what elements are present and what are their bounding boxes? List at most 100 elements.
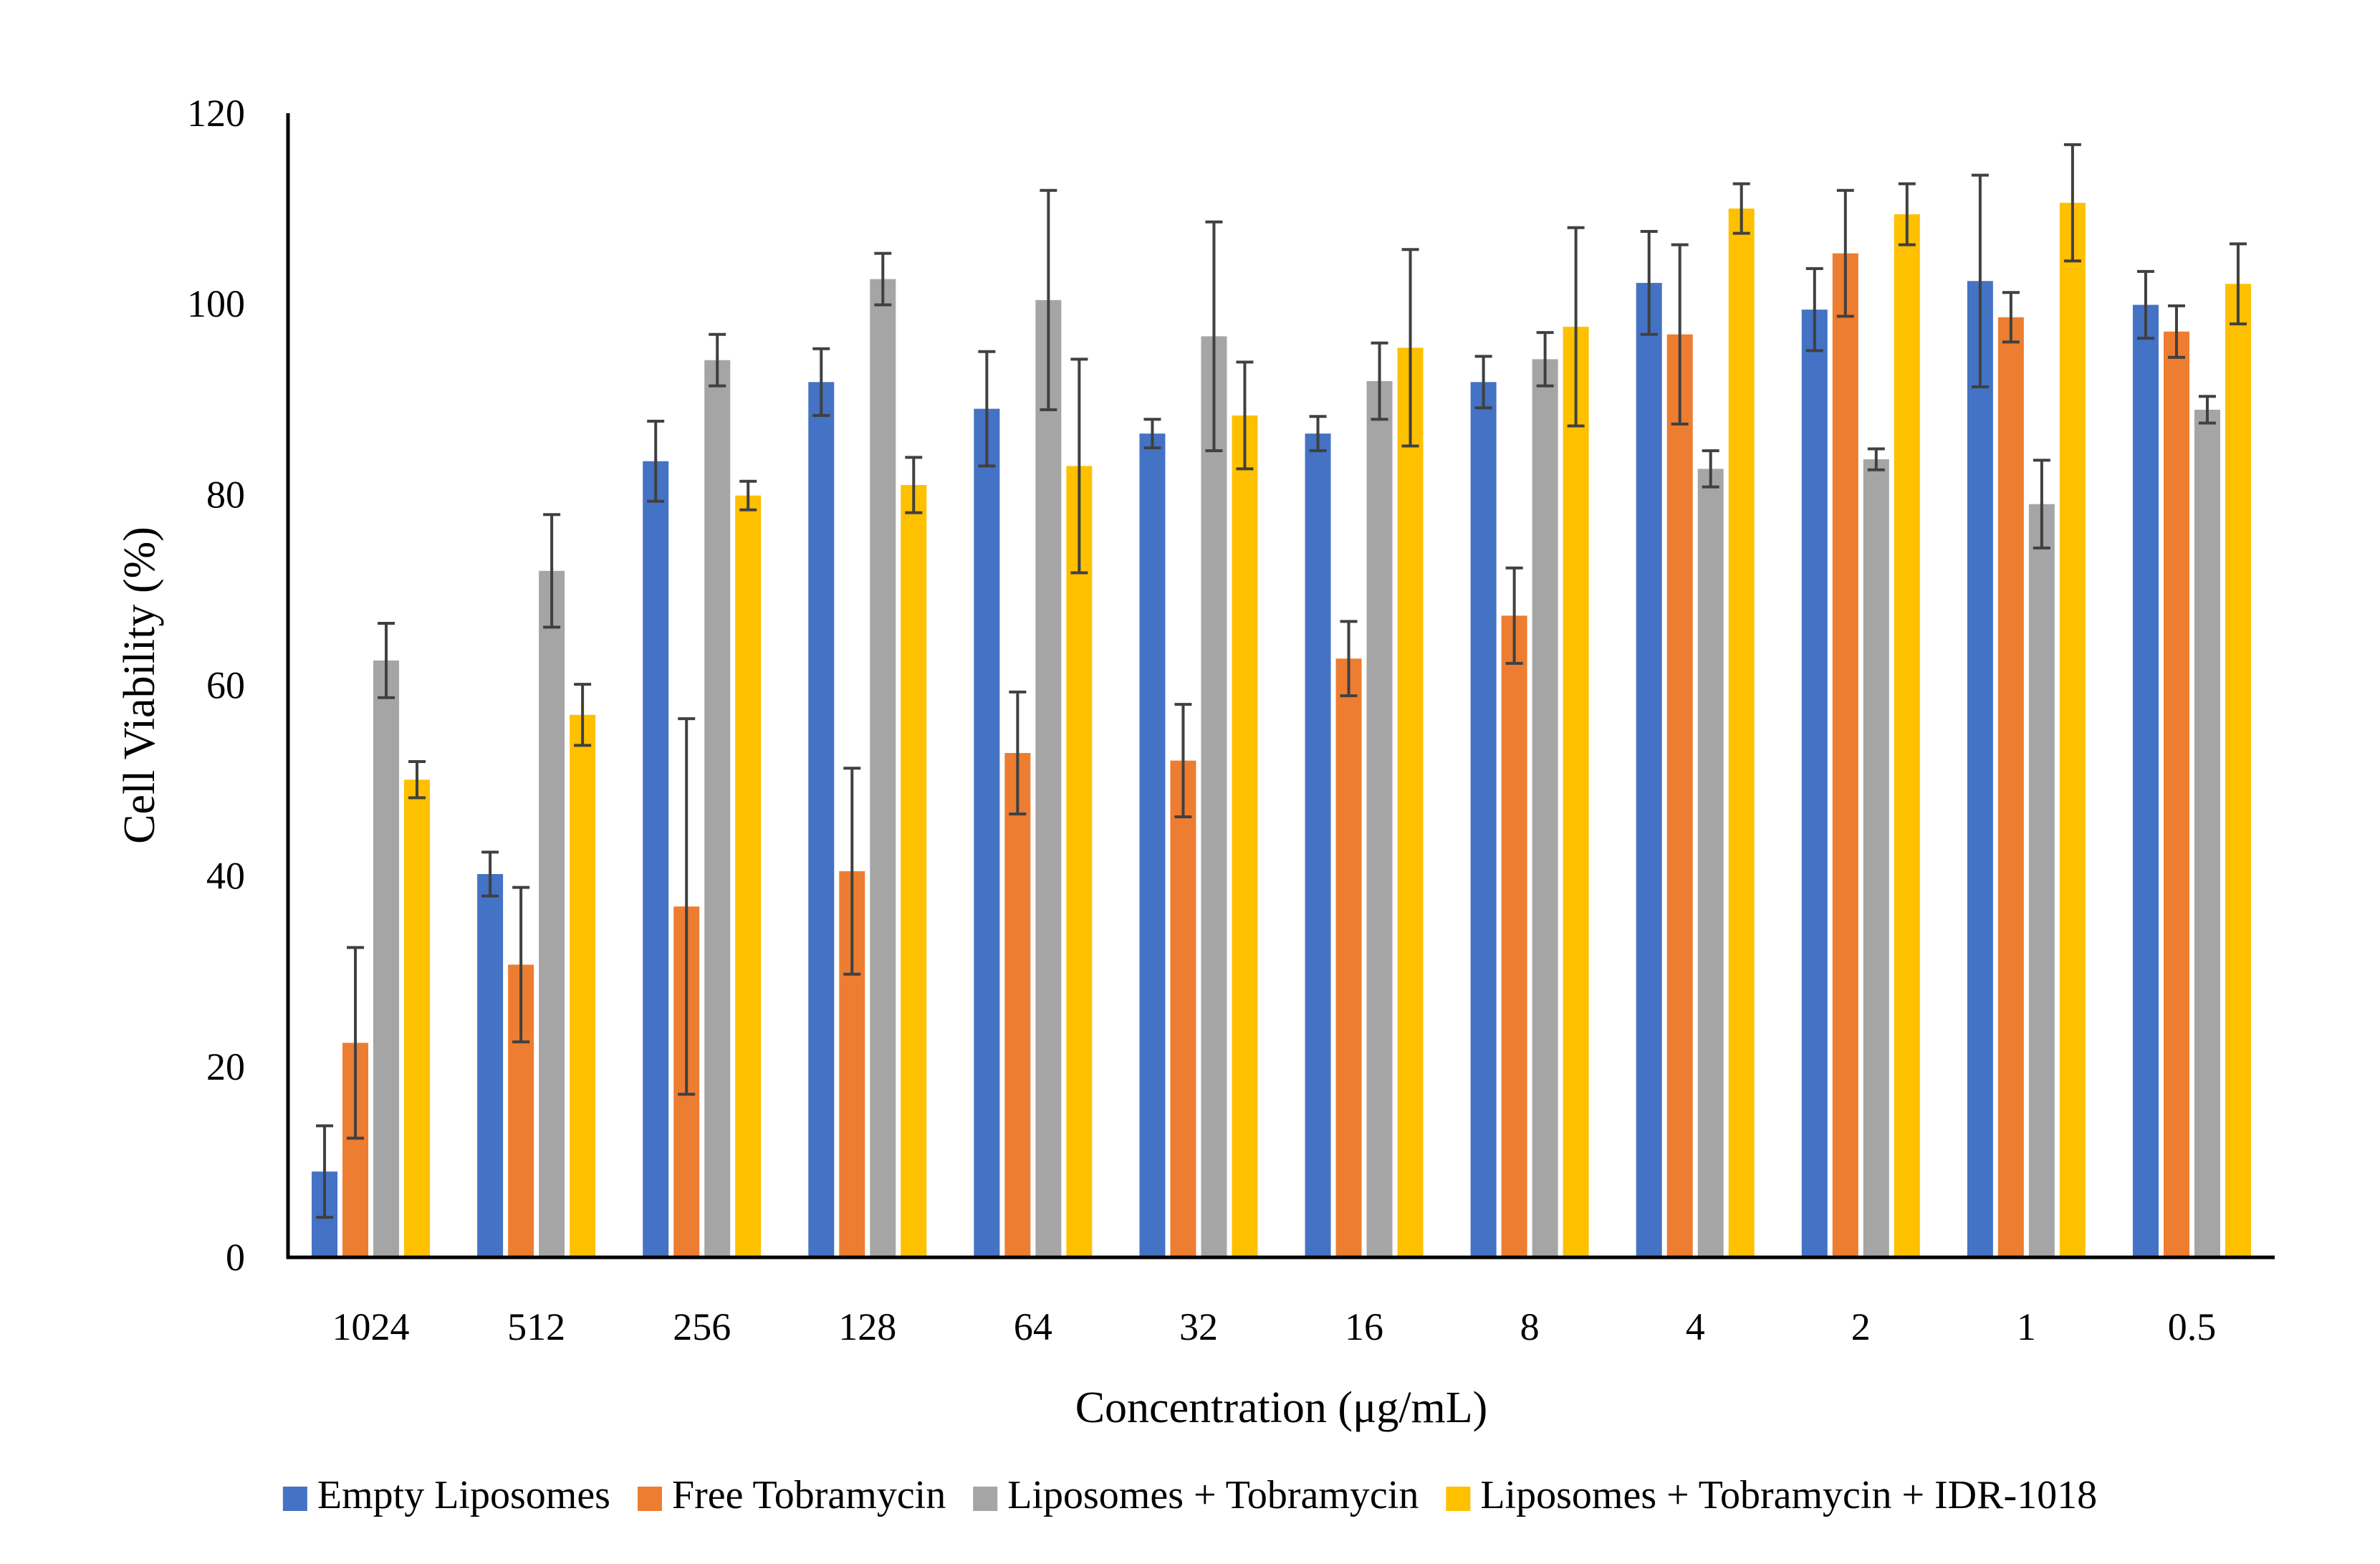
error-bar [1640,230,1658,336]
bar [2028,504,2055,1258]
error-bar [2033,459,2050,550]
bar [1801,310,1828,1258]
y-axis-title: Cell Viability (%) [115,527,164,844]
error-bar [1971,173,1989,388]
y-tick-label: 100 [187,282,245,325]
legend-swatch [637,1487,662,1511]
error-bar [843,767,861,976]
error-bar [1505,566,1523,665]
error-bar [1143,418,1161,450]
bar [1035,299,1062,1258]
error-bar [1309,415,1327,453]
bar [2059,203,2086,1257]
error-bar [1340,620,1358,698]
x-tick-label: 512 [507,1305,565,1348]
error-bar [347,946,365,1140]
y-tick-label: 120 [187,92,245,135]
error-bar [1898,182,1916,246]
error-bar [481,850,499,898]
error-bar [1070,358,1088,575]
bar [1366,380,1393,1258]
error-bar [512,886,530,1044]
y-tick-label: 0 [226,1236,245,1279]
bar [1170,760,1196,1257]
x-tick-label: 2 [1851,1305,1871,1348]
error-bar [2063,143,2081,263]
y-tick-label: 60 [206,664,245,707]
error-bar [1867,447,1885,471]
x-tick-label: 32 [1179,1305,1218,1348]
x-tick-label: 8 [1520,1305,1540,1348]
error-bar [2198,395,2216,425]
error-bar [1371,341,1388,421]
y-tick-label: 80 [206,473,245,516]
bar [1470,382,1497,1258]
bar [1636,282,1662,1258]
bar [2225,284,2251,1257]
error-bar [678,717,696,1096]
y-tick-label: 40 [206,855,245,898]
bar [1697,469,1724,1257]
bar [1967,281,1993,1257]
x-tick-label: 256 [673,1305,731,1348]
bar [1728,208,1755,1257]
error-bar [408,759,426,800]
error-bar [2002,291,2020,344]
error-bar [1236,360,1254,471]
error-bar [1174,703,1192,819]
error-bar [1671,243,1689,426]
legend-item: Liposomes + Tobramycin [973,1473,1419,1517]
error-bar [905,456,923,514]
error-bar [543,513,561,629]
bar [1863,459,1889,1257]
bar [808,382,835,1258]
legend-label: Liposomes + Tobramycin + IDR-1018 [1480,1473,2097,1517]
bar [1066,466,1093,1257]
bar [1004,752,1031,1257]
bar [1397,347,1424,1257]
bar [1832,253,1858,1257]
error-bar [739,479,757,512]
bar [643,461,669,1257]
error-bar [1401,248,1419,448]
legend-swatch [282,1487,307,1511]
x-tick-label: 1 [2017,1305,2036,1348]
error-bar [874,251,892,307]
x-tick-label: 16 [1345,1305,1383,1348]
error-bar [978,350,996,468]
error-bars-layer [316,143,2247,1219]
error-bar [1702,449,1719,489]
x-tick-label: 128 [838,1305,896,1348]
bar [704,360,731,1258]
error-bar [1805,267,1823,352]
bars-layer [312,203,2251,1258]
error-bar [1040,188,1057,411]
legend-item: Free Tobramycin [637,1473,946,1517]
x-tick-labels: 1024 512 256 128 64 32 16 8 4 2 1 0.5 [332,1305,2217,1348]
bar [539,570,565,1257]
x-tick-label: 0.5 [2168,1305,2217,1348]
error-bar [1009,690,1027,816]
x-axis-title: Concentration (μg/mL) [1075,1383,1488,1432]
bar [1894,214,1920,1257]
bar [1666,334,1693,1258]
bar [1335,658,1362,1257]
bar [477,874,504,1257]
legend-item: Liposomes + Tobramycin + IDR-1018 [1446,1473,2097,1517]
x-tick-label: 4 [1686,1305,1705,1348]
x-tick-label: 1024 [332,1305,410,1348]
error-bar [378,621,395,699]
bar [570,714,596,1257]
bar [2163,331,2189,1257]
bar [404,779,431,1257]
bar [1532,359,1558,1258]
error-bar [2136,269,2154,340]
bar [870,279,896,1258]
bar [1997,317,2024,1257]
error-bar [709,332,726,388]
bar [901,485,927,1257]
y-tick-label: 20 [206,1045,245,1088]
error-bar [1536,331,1554,388]
